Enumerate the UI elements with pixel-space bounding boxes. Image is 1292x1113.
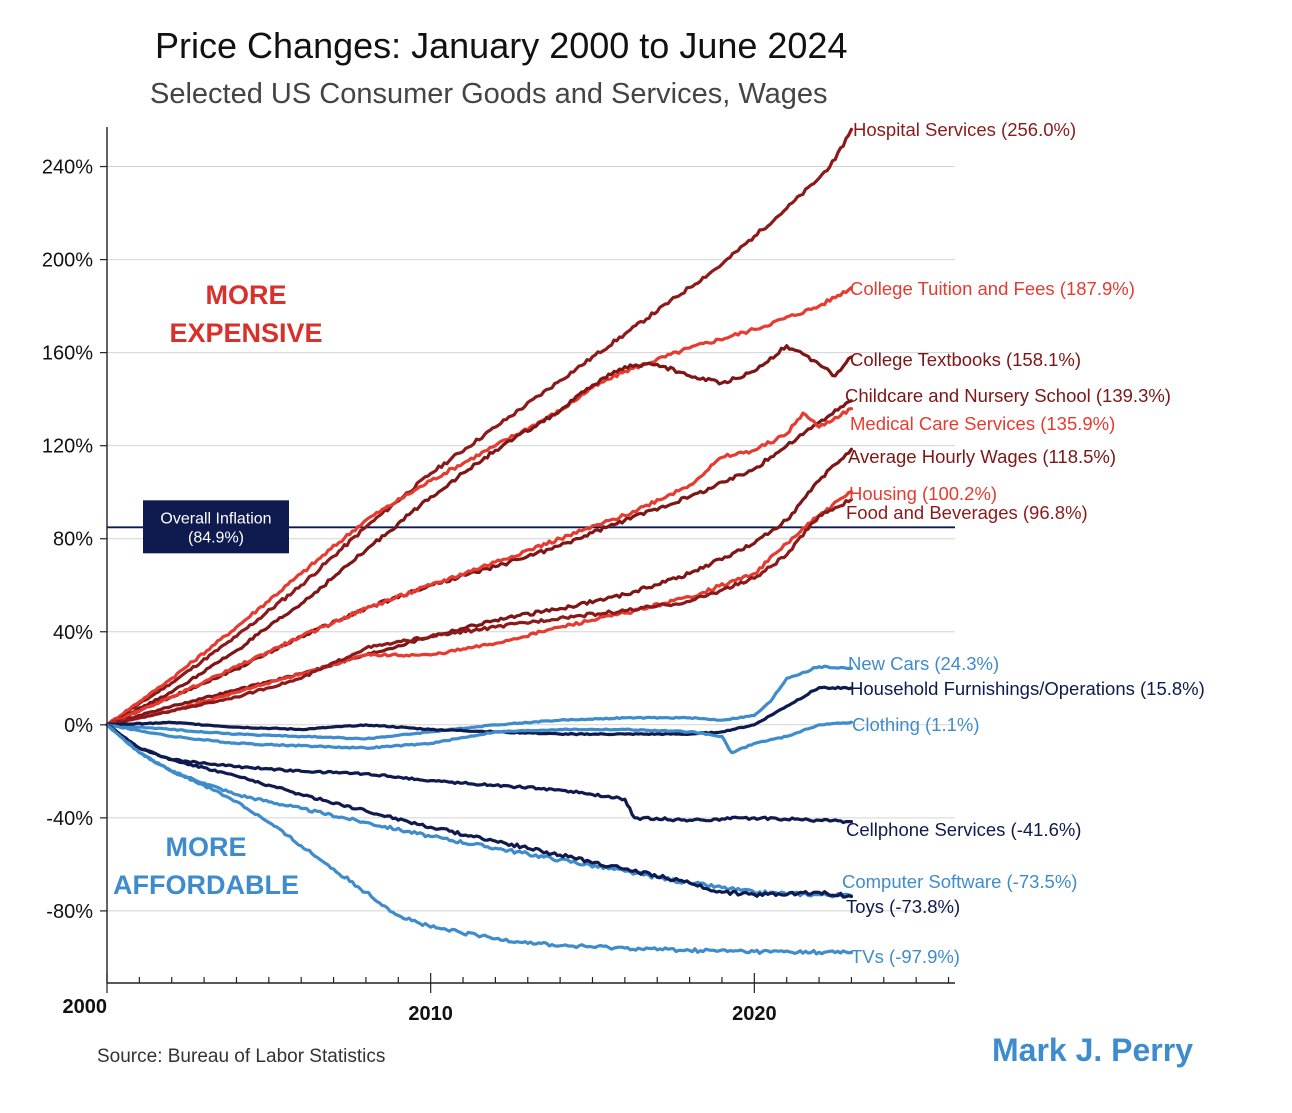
series-label: Medical Care Services (135.9%) — [850, 413, 1115, 434]
series-line — [105, 723, 853, 899]
overall-inflation-reference: Overall Inflation (84.9%) — [107, 500, 955, 554]
series-line — [105, 127, 853, 727]
overall-inflation-box — [143, 500, 289, 554]
series-line — [105, 344, 853, 727]
series-line — [105, 490, 853, 727]
series-line — [105, 286, 853, 727]
y-tick-label: 120% — [42, 436, 93, 458]
y-tick-label: -40% — [46, 808, 93, 830]
titles: Price Changes: January 2000 to June 2024… — [97, 25, 1193, 1068]
y-tick-label: 40% — [53, 622, 93, 644]
region-annotations: MORE EXPENSIVE MORE AFFORDABLE — [113, 280, 323, 900]
series-line — [105, 664, 853, 741]
series-line — [105, 720, 853, 755]
series-line — [105, 723, 853, 899]
y-tick-label: 80% — [53, 529, 93, 551]
series-label: Computer Software (-73.5%) — [842, 871, 1077, 892]
x-tick-label: 2000 — [63, 996, 108, 1018]
series-label: Household Furnishings/Operations (15.8%) — [850, 678, 1205, 699]
series-lines — [105, 127, 853, 956]
source-note: Source: Bureau of Labor Statistics — [97, 1046, 385, 1067]
series-line — [105, 685, 853, 737]
x-tick-label: 2020 — [732, 1003, 777, 1025]
y-tick-label: 0% — [64, 715, 93, 737]
series-label: College Textbooks (158.1%) — [850, 349, 1081, 370]
y-tick-label: 160% — [42, 343, 93, 365]
series-label: New Cars (24.3%) — [848, 653, 999, 674]
series-label: College Tuition and Fees (187.9%) — [850, 278, 1135, 299]
series-label: TVs (-97.9%) — [851, 946, 960, 967]
region-annotation: EXPENSIVE — [169, 318, 322, 348]
series-label: Cellphone Services (-41.6%) — [846, 819, 1081, 840]
author-credit: Mark J. Perry — [992, 1032, 1193, 1068]
y-tick-label: -80% — [46, 901, 93, 923]
series-label: Clothing (1.1%) — [852, 714, 980, 735]
series-line — [105, 407, 853, 727]
chart-title: Price Changes: January 2000 to June 2024 — [155, 25, 847, 66]
series-label: Average Hourly Wages (118.5%) — [848, 446, 1116, 467]
series-line — [105, 723, 853, 825]
y-tick-label: 240% — [42, 157, 93, 179]
series-line — [105, 447, 853, 727]
series-label: Housing (100.2%) — [849, 483, 997, 504]
region-annotation: MORE — [166, 832, 247, 862]
region-annotation: MORE — [206, 280, 287, 310]
overall-inflation-value: (84.9%) — [188, 529, 244, 546]
series-line — [105, 498, 853, 727]
y-tick-label: 200% — [42, 250, 93, 272]
overall-inflation-label: Overall Inflation — [160, 510, 271, 527]
region-annotation: AFFORDABLE — [113, 870, 299, 900]
series-label: Toys (-73.8%) — [846, 896, 960, 917]
series-label: Hospital Services (256.0%) — [853, 119, 1076, 140]
series-line — [105, 399, 853, 727]
series-label: Childcare and Nursery School (139.3%) — [845, 385, 1171, 406]
x-tick-label: 2010 — [408, 1003, 453, 1025]
chart-subtitle: Selected US Consumer Goods and Services,… — [150, 78, 828, 110]
series-labels: Hospital Services (256.0%) College Tuitio… — [842, 119, 1205, 967]
axes: -80% -40% 0% 40% 80% 120% 160% 200% 240% 2000 2010… — [42, 127, 955, 1025]
series-line — [105, 723, 853, 956]
series-label: Food and Beverages (96.8%) — [846, 502, 1088, 523]
